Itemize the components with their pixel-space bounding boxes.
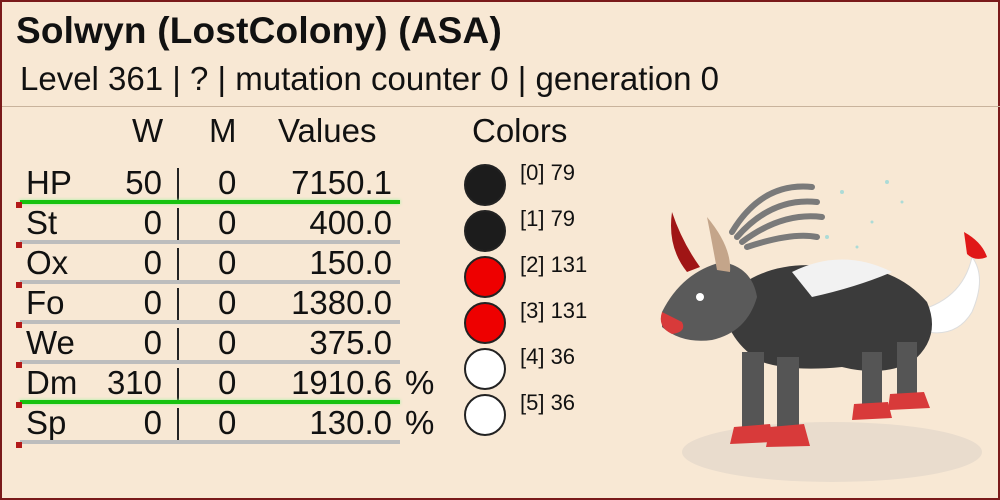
- color-region-label: [1] 79: [520, 206, 576, 231]
- column-separator: [177, 208, 179, 240]
- stat-level-bar: [20, 320, 400, 324]
- stat-marker: [16, 442, 22, 448]
- stat-row-sp: Sp 0 0 130.0%: [2, 404, 442, 448]
- creature-name-title: Solwyn (LostColony) (ASA): [16, 10, 502, 51]
- creature-image: [660, 180, 987, 482]
- stat-mutation-points: 0: [218, 324, 237, 361]
- stat-label: Sp: [26, 404, 67, 441]
- stat-mutation-points: 0: [218, 204, 237, 241]
- stat-marker: [16, 402, 22, 408]
- stat-row-we: We 0 0 375.0: [2, 324, 442, 368]
- stat-row-st: St 0 0 400.0: [2, 204, 442, 248]
- stat-value: 7150.1: [291, 164, 392, 201]
- column-separator: [177, 248, 179, 280]
- column-header-colors: Colors: [472, 112, 568, 149]
- stat-wild-points: 0: [143, 324, 162, 361]
- stat-marker: [16, 322, 22, 328]
- stat-marker: [16, 282, 22, 288]
- stat-unit: %: [405, 404, 435, 441]
- color-swatch-0: [464, 164, 506, 206]
- stat-wild-points: 0: [143, 404, 162, 441]
- stat-mutation-points: 0: [218, 164, 237, 201]
- stat-row-dm: Dm 310 0 1910.6%: [2, 364, 442, 408]
- color-swatch-2: [464, 256, 506, 298]
- stat-row-hp: HP 50 0 7150.1: [2, 164, 442, 208]
- stat-unit: %: [405, 364, 435, 401]
- stat-marker: [16, 202, 22, 208]
- stat-mutation-points: 0: [218, 364, 237, 401]
- stat-value: 1910.6: [291, 364, 392, 401]
- column-header-mutations: M: [209, 112, 237, 149]
- stat-mutation-points: 0: [218, 404, 237, 441]
- stat-mutation-points: 0: [218, 244, 237, 281]
- color-swatch-5: [464, 394, 506, 436]
- stat-wild-points: 50: [125, 164, 162, 201]
- stat-marker: [16, 242, 22, 248]
- stat-value: 1380.0: [291, 284, 392, 321]
- stat-marker: [16, 362, 22, 368]
- stat-label: St: [26, 204, 58, 241]
- color-region-label: [4] 36: [520, 344, 576, 369]
- column-separator: [177, 368, 179, 400]
- color-swatch-4: [464, 348, 506, 390]
- stat-level-bar: [20, 200, 400, 204]
- stat-wild-points: 0: [143, 204, 162, 241]
- stat-row-ox: Ox 0 0 150.0: [2, 244, 442, 288]
- color-swatch-3: [464, 302, 506, 344]
- color-region-label: [3] 131: [520, 298, 588, 323]
- column-separator: [177, 328, 179, 360]
- stat-mutation-points: 0: [218, 284, 237, 321]
- stat-label: Fo: [26, 284, 65, 321]
- column-separator: [177, 168, 179, 200]
- stat-value: 150.0: [309, 244, 392, 281]
- column-header-values: Values: [278, 112, 377, 149]
- stat-wild-points: 0: [143, 284, 162, 321]
- column-separator: [177, 288, 179, 320]
- stat-level-bar: [20, 360, 400, 364]
- stat-value: 130.0: [309, 404, 392, 441]
- color-region-label: [2] 131: [520, 252, 588, 277]
- color-swatch-1: [464, 210, 506, 252]
- stat-value: 375.0: [309, 324, 392, 361]
- column-header-wild: W: [132, 112, 164, 149]
- stat-level-bar: [20, 280, 400, 284]
- stat-label: Ox: [26, 244, 69, 281]
- header-divider: [2, 106, 1000, 107]
- creature-level-info: Level 361 | ? | mutation counter 0 | gen…: [20, 60, 720, 97]
- color-region-label: [0] 79: [520, 160, 576, 185]
- stat-label: We: [26, 324, 75, 361]
- stat-row-fo: Fo 0 0 1380.0: [2, 284, 442, 328]
- stat-level-bar: [20, 440, 400, 444]
- column-separator: [177, 408, 179, 440]
- stat-value: 400.0: [309, 204, 392, 241]
- stat-level-bar: [20, 400, 400, 404]
- stat-label: HP: [26, 164, 72, 201]
- stat-label: Dm: [26, 364, 78, 401]
- stat-wild-points: 0: [143, 244, 162, 281]
- color-region-label: [5] 36: [520, 390, 576, 415]
- stat-wild-points: 310: [106, 364, 162, 401]
- stat-level-bar: [20, 240, 400, 244]
